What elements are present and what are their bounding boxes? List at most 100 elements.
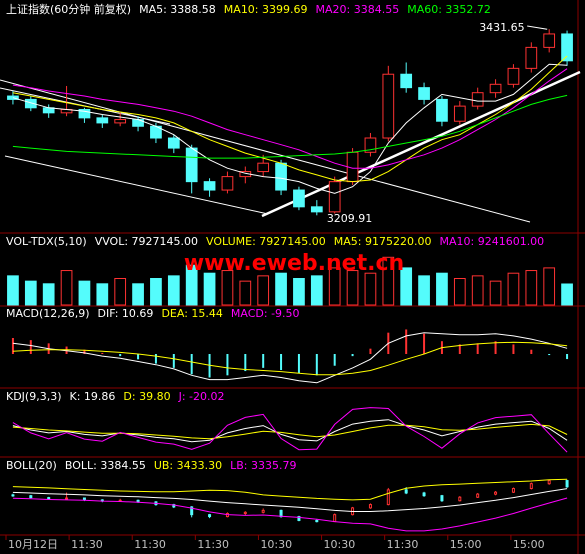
trend-line [0,79,531,223]
candle-body [24,98,37,109]
volume-bar [239,280,252,306]
candle-body [404,489,408,494]
volume-bar [364,272,377,306]
volume-bar [489,280,502,306]
line [12,94,568,159]
candle-body [400,73,413,89]
volume-bar [221,270,234,306]
header-text: BOLL: 3384.55 [65,459,146,472]
candle-body [364,137,377,153]
line [12,341,568,376]
candle-body [418,87,430,100]
volume-bar [382,256,395,306]
panel [11,478,569,532]
volume-bar [561,283,573,306]
candle-body [185,147,198,183]
volume-bar [400,267,413,306]
volume-bar [328,267,341,306]
watermark: www.eweb.net.cn [184,251,404,276]
header-text: MACD: -9.50 [231,307,300,320]
header-text: MACD(12,26,9) [6,307,90,320]
candle-body [368,504,372,509]
volume-bar [96,283,109,306]
candle-body [203,181,216,191]
candle-body [525,46,538,69]
volume-bar [453,278,466,306]
candle-body [565,480,569,488]
volume-bar [24,280,37,306]
candle-body [333,514,337,523]
candle-body [547,480,551,485]
candle-body [494,491,498,495]
x-tick-label: 10:30 [324,538,356,551]
header-text: BOLL(20) [6,459,57,472]
panel [12,407,568,453]
candle-body [243,511,247,514]
trend-lines [0,70,581,223]
candle-body [275,162,287,191]
candle-body [11,494,15,497]
header-text: MA5: 3388.58 [139,3,216,16]
header-text: LB: 3335.79 [230,459,296,472]
candle-body [436,98,448,122]
header-text: 上证指数(60分钟 前复权) [6,2,131,16]
header-text: KDJ(9,3,3) [6,390,62,403]
candle-body [511,488,515,493]
candle-body [561,33,573,62]
candle-body [386,489,390,506]
volume-bar [436,272,448,306]
volume-bar [185,264,198,306]
volume-bar [293,278,305,306]
candle-body [257,162,270,173]
header-text: DEA: 15.44 [161,307,222,320]
candle-body [190,506,194,516]
line [12,68,568,169]
x-tick-label: 11:30 [197,538,229,551]
header-text: MA60: 3352.72 [407,3,491,16]
line [12,419,568,443]
x-tick-label: 15:00 [513,538,545,551]
candle-body [47,497,51,500]
volume-bar [150,278,162,306]
candle-body [297,516,301,521]
candle-body [261,509,265,513]
candle-body [328,181,341,213]
panel [11,329,569,384]
x-tick-label: 11:30 [71,538,103,551]
header-text: VOL-TDX(5,10) [6,235,87,248]
volume-bar [60,270,73,306]
annotation-arrow [527,25,548,30]
volume-bar [346,270,359,306]
volume-bar [418,275,430,306]
header-text: J: -20.02 [178,390,225,403]
x-tick-label: 15:00 [450,538,482,551]
volume-bar [114,278,127,306]
volume-bar [471,275,484,306]
x-tick-label: 10:30 [260,538,292,551]
candle-body [543,33,556,48]
candle-body [82,497,86,501]
candle-body [453,105,466,122]
header-text: D: 39.80 [123,390,170,403]
candle-body [315,519,319,523]
header-text: UB: 3433.30 [154,459,222,472]
candle-body [29,495,33,499]
trend-line [4,155,269,215]
panel [7,29,573,216]
line [12,55,568,183]
line [12,63,568,194]
volume-bar [310,275,323,306]
candle-body [167,137,180,149]
candle-body [382,73,395,139]
volume-bar [507,272,520,306]
candle-body [458,496,462,502]
candle-body [440,495,444,502]
x-tick-label: 11:30 [387,538,419,551]
trend-line [261,70,581,218]
volume-bar [7,275,19,306]
line [12,423,568,440]
annotation: 3209.91 [327,212,373,225]
candle-body [293,189,305,208]
volume-bar [78,280,91,306]
volume-bar [132,283,144,306]
